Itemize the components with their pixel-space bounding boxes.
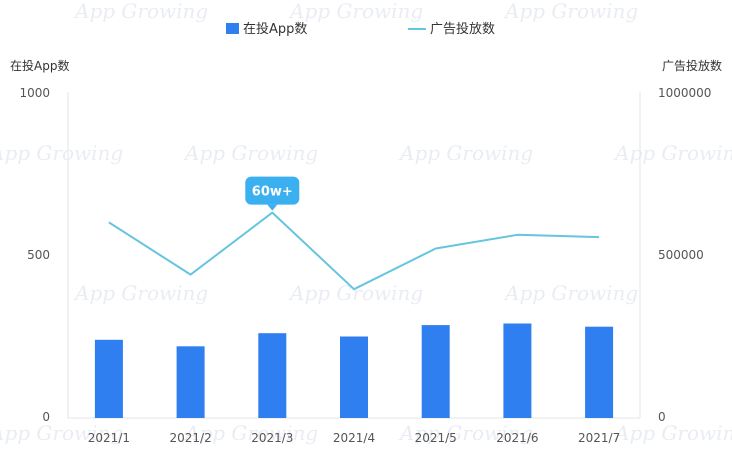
bar-7 (585, 326, 614, 418)
watermark-text: App Growing (288, 0, 423, 23)
watermark-text: App Growing (0, 421, 123, 445)
left-tick-1: 500 (27, 248, 50, 262)
line-path (108, 211, 600, 291)
left-tick-0: 0 (42, 410, 50, 424)
watermark-text: App Growing (183, 421, 318, 445)
x-tick-label: 2021/5 (415, 431, 457, 445)
right-tick-1: 500000 (658, 248, 704, 262)
line-series (108, 211, 600, 291)
legend-bar-swatch (226, 23, 239, 34)
watermark-text: App Growing (503, 281, 638, 305)
x-tick-label: 2021/1 (88, 431, 130, 445)
right-tick-2: 1000000 (658, 86, 711, 100)
annotation-bubble (245, 176, 300, 205)
watermark-text: App Growing (288, 281, 423, 305)
legend-line-label: 广告投放数 (430, 21, 495, 37)
annotation: 60w+ (245, 176, 300, 211)
x-axis-ticks: 2021/1 2021/2 2021/3 2021/4 2021/5 2021/6 2021… (88, 431, 620, 445)
bar-4 (340, 336, 368, 418)
left-tick-2: 1000 (19, 86, 50, 100)
watermark-text: App Growing (0, 141, 123, 165)
bar-3 (258, 333, 287, 418)
x-tick-label: 2021/3 (251, 431, 293, 445)
bar-6 (503, 323, 532, 418)
bar-5 (421, 325, 450, 418)
watermark-text: App Growing (613, 421, 732, 445)
watermark-text: App Growing (73, 0, 208, 23)
watermark-text: App Growing (613, 141, 732, 165)
legend-bar-label: 在投App数 (243, 21, 307, 37)
watermark-text: App Growing (398, 421, 533, 445)
watermark-text: App Growing (398, 141, 533, 165)
x-tick-label: 2021/4 (333, 431, 375, 445)
bar-series (94, 323, 614, 418)
watermark-text: App Growing (503, 0, 638, 23)
x-tick-label: 2021/6 (496, 431, 538, 445)
annotation-label: 60w+ (252, 185, 293, 200)
watermark-text: App Growing (73, 281, 208, 305)
watermark-text: App Growing (183, 141, 318, 165)
right-axis-title: 广告投放数 (662, 58, 722, 73)
bar-1 (94, 339, 123, 418)
bar-2 (176, 346, 205, 418)
watermark-layer: App Growing App Growing App Growing App Gro… (0, 0, 732, 445)
left-axis-title: 在投App数 (10, 58, 69, 73)
annotation-pointer (267, 204, 278, 211)
x-tick-label: 2021/2 (169, 431, 211, 445)
right-tick-0: 0 (658, 410, 666, 424)
legend: 在投App数 广告投放数 (226, 21, 495, 37)
x-tick-label: 2021/7 (578, 431, 620, 445)
